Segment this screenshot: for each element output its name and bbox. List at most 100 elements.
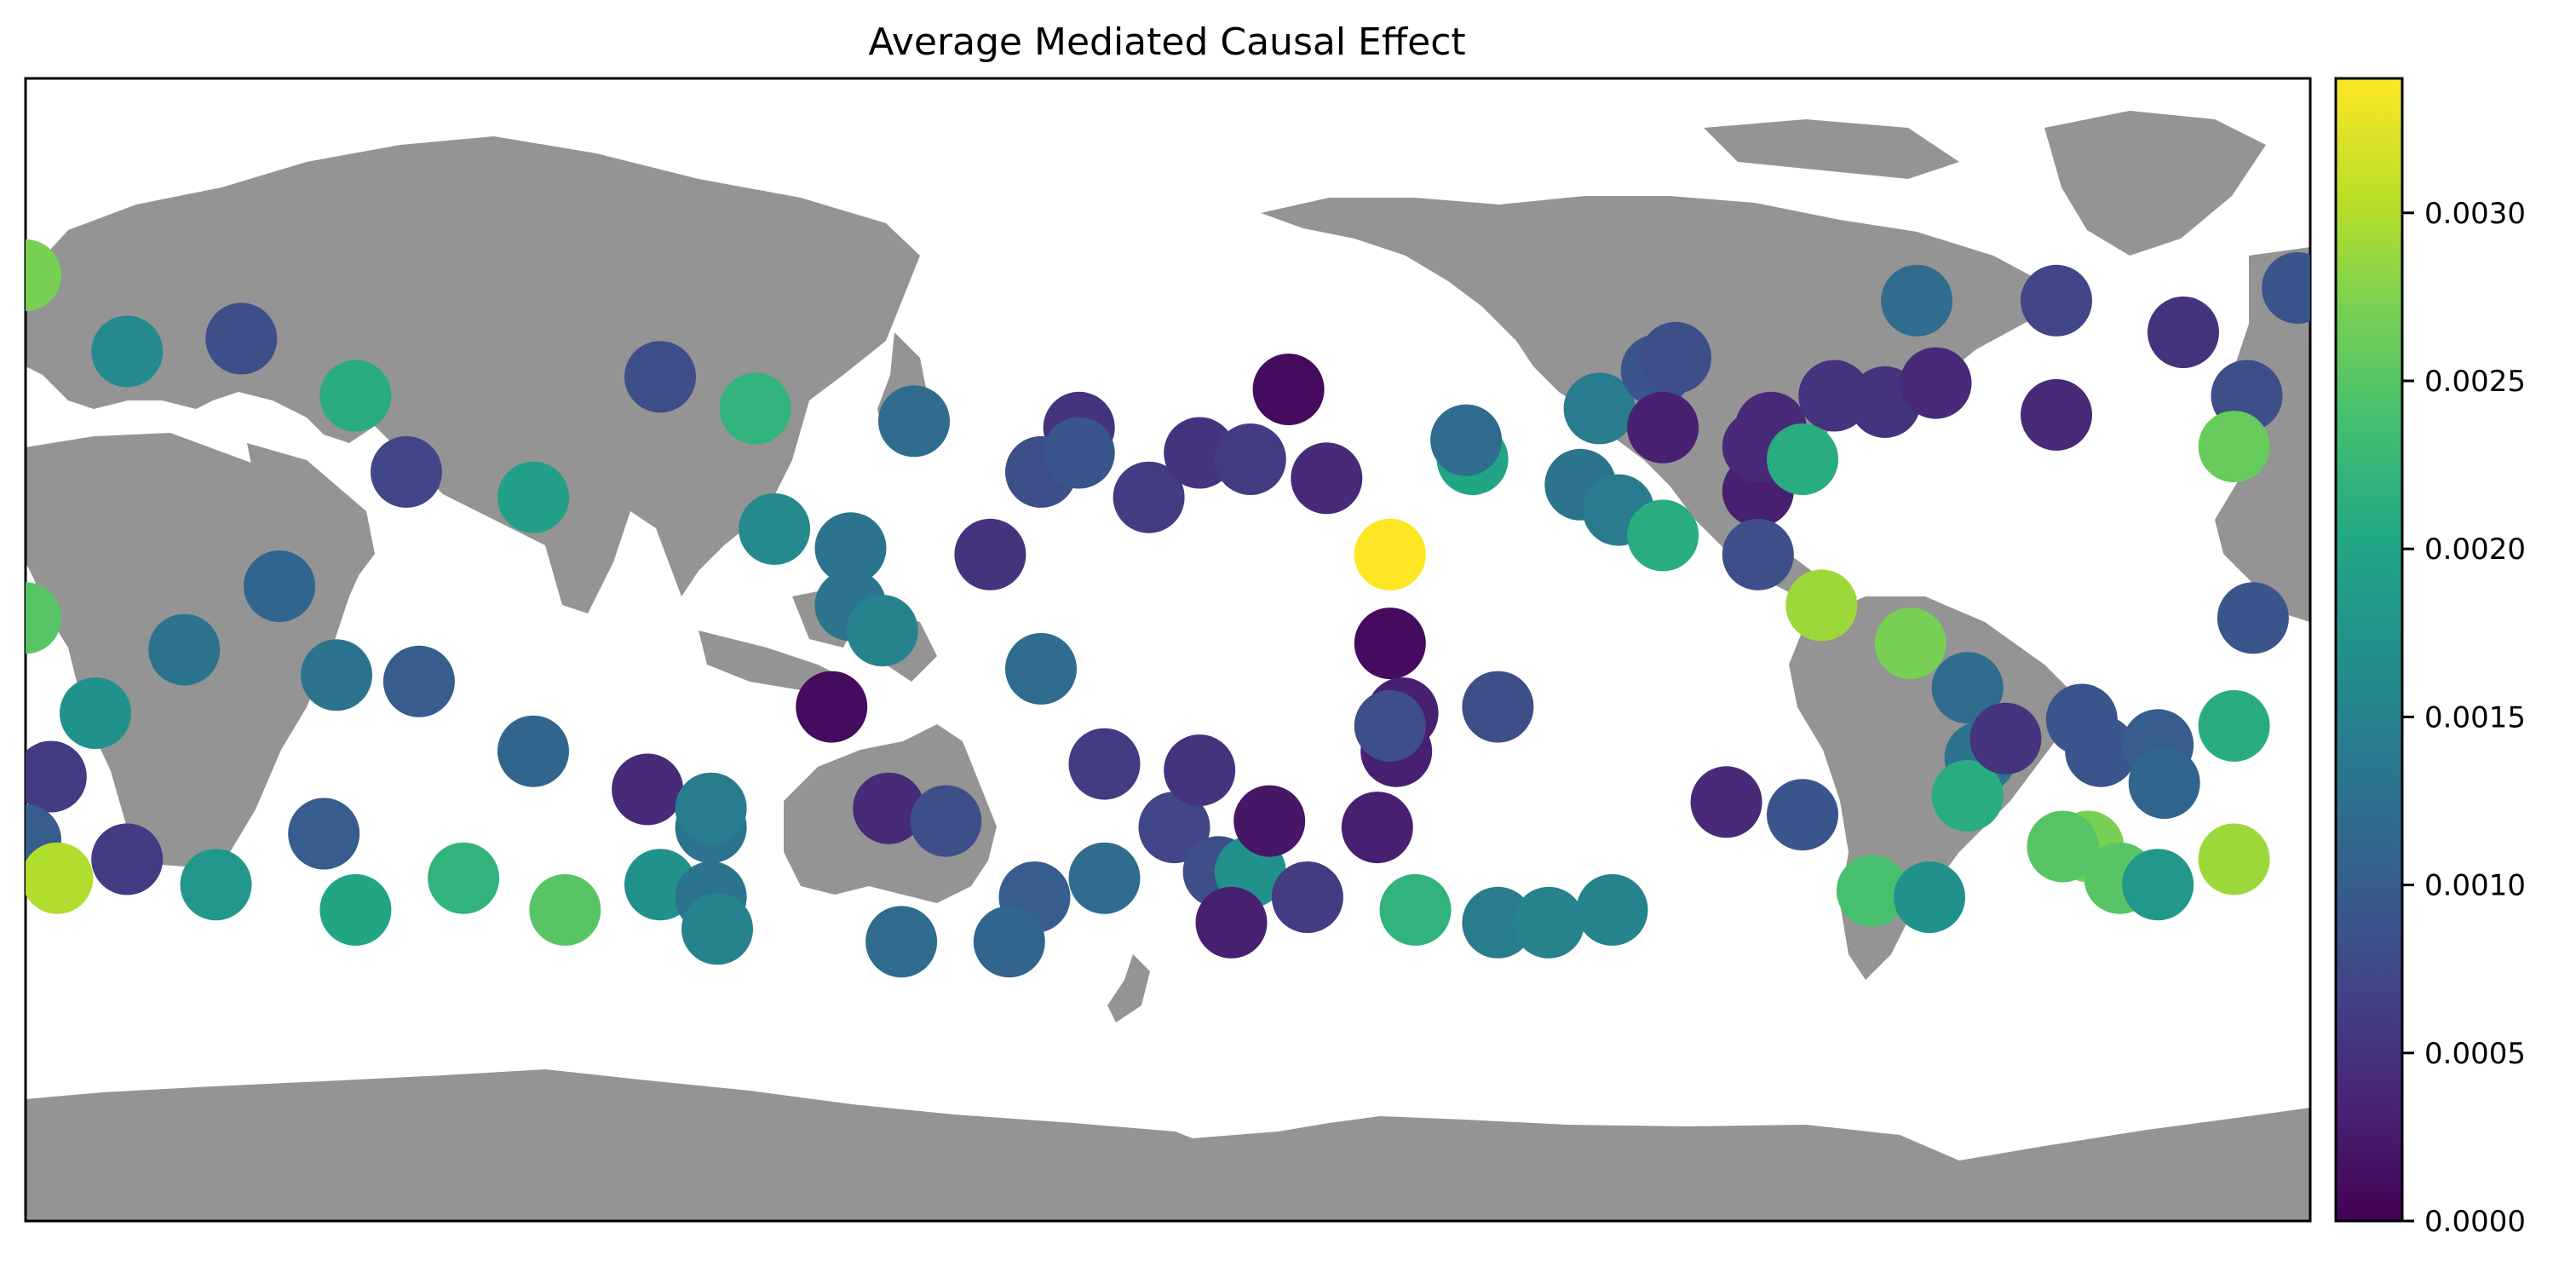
data-point — [612, 753, 684, 826]
data-point — [319, 360, 392, 432]
data-point — [91, 315, 164, 388]
data-point — [1068, 842, 1141, 914]
data-point — [1931, 652, 2004, 724]
land-greenland — [1704, 111, 2266, 256]
data-point — [865, 906, 938, 978]
data-point — [1900, 347, 1972, 419]
data-point — [497, 461, 569, 533]
data-point — [1233, 785, 1306, 857]
data-point — [1354, 608, 1426, 680]
colorbar-tick-label: 0.0015 — [2424, 700, 2526, 734]
data-point — [1291, 442, 1363, 515]
data-point — [814, 512, 887, 585]
data-point — [2027, 810, 2099, 883]
data-point — [2198, 411, 2270, 483]
data-point — [1005, 632, 1077, 705]
data-point — [2148, 297, 2219, 368]
data-point — [148, 613, 221, 686]
data-point — [1430, 404, 1503, 476]
data-point — [1252, 354, 1325, 425]
data-point — [2021, 378, 2092, 451]
data-point — [878, 385, 950, 458]
data-point — [1271, 861, 1343, 933]
data-point — [1195, 886, 1268, 959]
data-point — [1881, 264, 1953, 337]
chart-title: Average Mediated Causal Effect — [868, 20, 1465, 64]
data-point — [1627, 391, 1699, 464]
data-point — [1513, 886, 1584, 959]
colorbar-tick-label: 0.0020 — [2424, 533, 2526, 567]
scatter-points — [26, 239, 2310, 978]
data-point — [382, 645, 455, 717]
data-point — [288, 798, 360, 870]
data-point — [2198, 689, 2270, 762]
data-point — [624, 341, 696, 413]
data-point — [1931, 759, 2004, 832]
land-arabia — [247, 443, 375, 588]
data-point — [1138, 792, 1210, 864]
data-point — [1354, 518, 1426, 590]
data-point — [26, 842, 94, 914]
data-point — [497, 715, 569, 787]
data-point — [910, 785, 982, 857]
data-point — [180, 849, 252, 921]
data-point — [91, 823, 164, 896]
data-point — [205, 302, 278, 375]
land-new-zealand — [1107, 954, 1150, 1022]
data-point — [244, 550, 315, 622]
colorbar-tick-label: 0.0030 — [2424, 197, 2526, 231]
colorbar-tick-label: 0.0000 — [2424, 1205, 2526, 1239]
data-point — [1563, 372, 1636, 445]
data-point — [1341, 792, 1413, 864]
data-point — [846, 595, 918, 667]
data-point — [1874, 608, 1946, 680]
data-point — [60, 677, 131, 749]
data-point — [2065, 715, 2137, 787]
data-point — [1068, 728, 1141, 800]
data-point — [26, 582, 61, 654]
colorbar — [2334, 77, 2404, 1223]
data-point — [26, 239, 61, 311]
data-point — [319, 873, 392, 946]
data-point — [1576, 873, 1648, 946]
data-point — [1785, 569, 1858, 642]
data-point — [2217, 582, 2289, 654]
data-point — [2198, 823, 2270, 896]
data-point — [1690, 766, 1762, 838]
data-point — [1836, 855, 1908, 927]
data-point — [681, 893, 753, 965]
data-point — [719, 372, 791, 445]
data-point — [371, 435, 442, 508]
data-point — [428, 842, 500, 914]
colorbar-tick-label: 0.0010 — [2424, 869, 2526, 903]
data-point — [675, 772, 747, 844]
data-point — [796, 671, 868, 743]
land-antarctica — [26, 1069, 2310, 1221]
data-point — [1043, 417, 1115, 489]
colorbar-tick-label: 0.0005 — [2424, 1037, 2526, 1071]
data-point — [2128, 747, 2200, 819]
data-point — [2262, 251, 2310, 324]
data-point — [1969, 702, 2042, 775]
data-point — [1767, 779, 1838, 851]
data-point — [1722, 518, 1794, 590]
data-point — [529, 873, 601, 946]
data-point — [1462, 886, 1534, 959]
data-point — [26, 740, 87, 813]
colorbar-tick-label: 0.0025 — [2424, 365, 2526, 399]
colorbar-ticks: 0.0000 0.0005 0.0010 0.0015 0.0020 0.0025 0.00… — [2402, 197, 2526, 1239]
data-point — [2021, 264, 2092, 337]
data-point — [973, 906, 1045, 978]
data-point — [1627, 499, 1699, 572]
data-point — [739, 492, 811, 565]
data-point — [1894, 861, 1965, 933]
data-point — [301, 639, 372, 711]
data-point — [954, 518, 1026, 590]
data-point — [1214, 423, 1286, 495]
data-point — [1113, 461, 1185, 533]
data-point — [1354, 689, 1426, 762]
data-point — [2122, 849, 2194, 921]
data-point — [853, 772, 925, 844]
data-point — [1379, 873, 1452, 946]
